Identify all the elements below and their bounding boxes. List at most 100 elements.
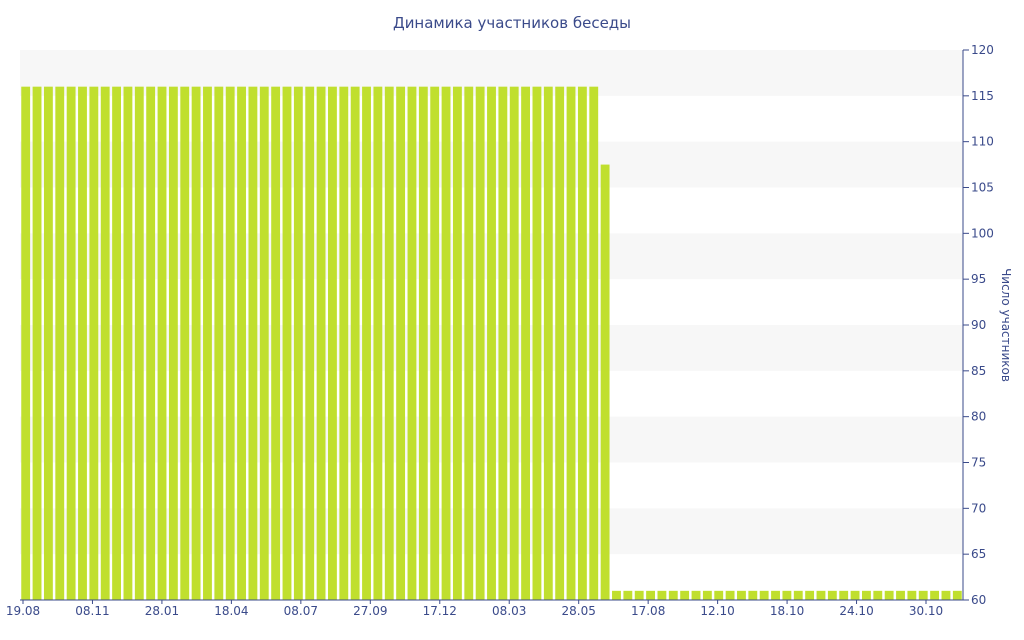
bar [782, 590, 792, 600]
x-tick-label: 18.10 [770, 604, 804, 618]
y-tick-label: 95 [971, 272, 986, 286]
bar [214, 86, 224, 601]
bar [157, 86, 167, 601]
bar [203, 86, 212, 601]
bar [271, 86, 281, 601]
bar [737, 590, 746, 600]
bar [464, 86, 474, 601]
bar [691, 590, 701, 600]
bar [350, 86, 360, 601]
x-tick-label: 27.09 [353, 604, 387, 618]
bar [623, 590, 633, 600]
x-axis: 19.08 08.11 28.01 18.04 08.07 27.09 17.12 08.03… [6, 599, 963, 618]
bar [577, 86, 587, 601]
bar [862, 590, 871, 600]
bar [123, 86, 133, 601]
bar [793, 590, 803, 600]
bar [43, 86, 53, 601]
x-tick-label: 17.08 [631, 604, 665, 618]
bar [418, 86, 428, 601]
bar [896, 590, 905, 600]
bar [805, 590, 815, 600]
x-tick-label: 28.05 [562, 604, 596, 618]
bar [32, 86, 42, 601]
bar [407, 86, 417, 601]
bar [509, 86, 519, 601]
bar [612, 590, 621, 600]
bar [543, 86, 553, 601]
bar [248, 86, 258, 601]
x-tick-label: 12.10 [700, 604, 734, 618]
y-tick-label: 120 [971, 43, 994, 57]
bar [816, 590, 826, 600]
bar [328, 86, 337, 601]
bar [498, 86, 508, 601]
bar [237, 86, 246, 601]
bar [362, 86, 371, 601]
x-tick-label: 24.10 [839, 604, 873, 618]
bar [589, 86, 599, 601]
bar [532, 86, 542, 601]
x-tick-label: 17.12 [423, 604, 457, 618]
bar [634, 590, 644, 600]
x-tick-label: 18.04 [214, 604, 248, 618]
bar [725, 590, 735, 600]
bar [66, 86, 76, 601]
x-tick-label: 30.10 [909, 604, 943, 618]
bar [134, 86, 144, 601]
y-tick-label: 105 [971, 181, 994, 195]
bar [293, 86, 303, 601]
bar [21, 86, 31, 601]
bar [112, 86, 121, 601]
bar [191, 86, 201, 601]
y-tick-label: 60 [971, 593, 986, 607]
bar [146, 86, 156, 601]
bar [714, 590, 724, 600]
y-tick-label: 85 [971, 364, 986, 378]
bar [748, 590, 758, 600]
bar [759, 590, 769, 600]
x-tick-label: 28.01 [145, 604, 179, 618]
bar [78, 86, 87, 601]
bar [657, 590, 667, 600]
y-tick-label: 100 [971, 226, 994, 240]
bar [884, 590, 894, 600]
bar [373, 86, 383, 601]
bar [827, 590, 837, 600]
bar [55, 86, 65, 601]
y-tick-label: 75 [971, 456, 986, 470]
bar [384, 86, 394, 601]
bar [566, 86, 576, 601]
bar [259, 86, 269, 601]
bar [952, 590, 962, 600]
bar [100, 86, 110, 601]
bar [680, 590, 690, 600]
x-tick-label: 19.08 [6, 604, 40, 618]
bar [918, 590, 928, 600]
bar [600, 164, 610, 600]
bars [21, 86, 962, 601]
bar [521, 86, 531, 601]
bar [646, 590, 655, 600]
bar [475, 86, 485, 601]
bar [668, 590, 678, 600]
bar [225, 86, 235, 601]
y-tick-label: 110 [971, 135, 994, 149]
y-axis-title: Число участников [999, 268, 1013, 382]
bar [487, 86, 496, 601]
bar [430, 86, 440, 601]
y-tick-label: 80 [971, 410, 986, 424]
y-tick-label: 90 [971, 318, 986, 332]
y-tick-label: 115 [971, 89, 994, 103]
bar [839, 590, 849, 600]
bar [452, 86, 462, 601]
bar [702, 590, 712, 600]
x-tick-label: 08.11 [75, 604, 109, 618]
bar [555, 86, 565, 601]
bar [168, 86, 178, 601]
x-tick-label: 08.07 [284, 604, 318, 618]
bar [941, 590, 951, 600]
bar [282, 86, 292, 601]
bar [771, 590, 780, 600]
